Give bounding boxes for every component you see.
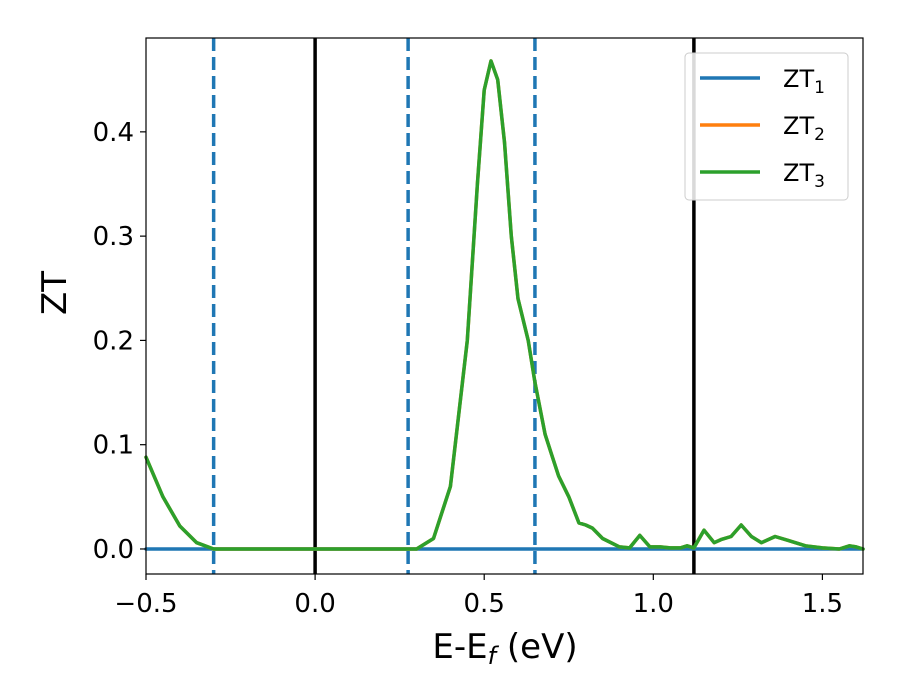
x-axis-label: E-Ef (eV) <box>432 627 577 670</box>
x-tick-label: −0.5 <box>114 589 177 619</box>
legend-box <box>684 52 849 201</box>
x-tick-label: 1.0 <box>633 589 674 619</box>
y-tick-label: 0.1 <box>93 431 134 461</box>
y-tick-label: 0.4 <box>93 118 134 148</box>
y-axis-label: ZT <box>35 271 75 315</box>
plot-frame <box>145 37 864 575</box>
vertical-reference-lines <box>211 38 696 574</box>
series-line-3 <box>144 59 865 551</box>
legend-label-3: ZT3 <box>783 159 825 192</box>
legend: ZT1 ZT2 ZT3 <box>684 52 849 201</box>
y-tick-label: 0.2 <box>93 326 134 356</box>
y-axis-ticks: 0.0 0.1 0.2 0.3 0.4 <box>93 118 146 565</box>
x-axis-ticks: −0.5 0.0 0.5 1.0 1.5 <box>114 574 843 619</box>
y-tick-label: 0.0 <box>93 535 134 565</box>
series-lines <box>144 59 865 551</box>
x-tick-label: 0.5 <box>464 589 505 619</box>
y-tick-label: 0.3 <box>93 222 134 252</box>
x-tick-label: 1.5 <box>802 589 843 619</box>
legend-label-1: ZT1 <box>783 65 825 98</box>
x-tick-label: 0.0 <box>294 589 335 619</box>
legend-label-2: ZT2 <box>783 112 825 145</box>
